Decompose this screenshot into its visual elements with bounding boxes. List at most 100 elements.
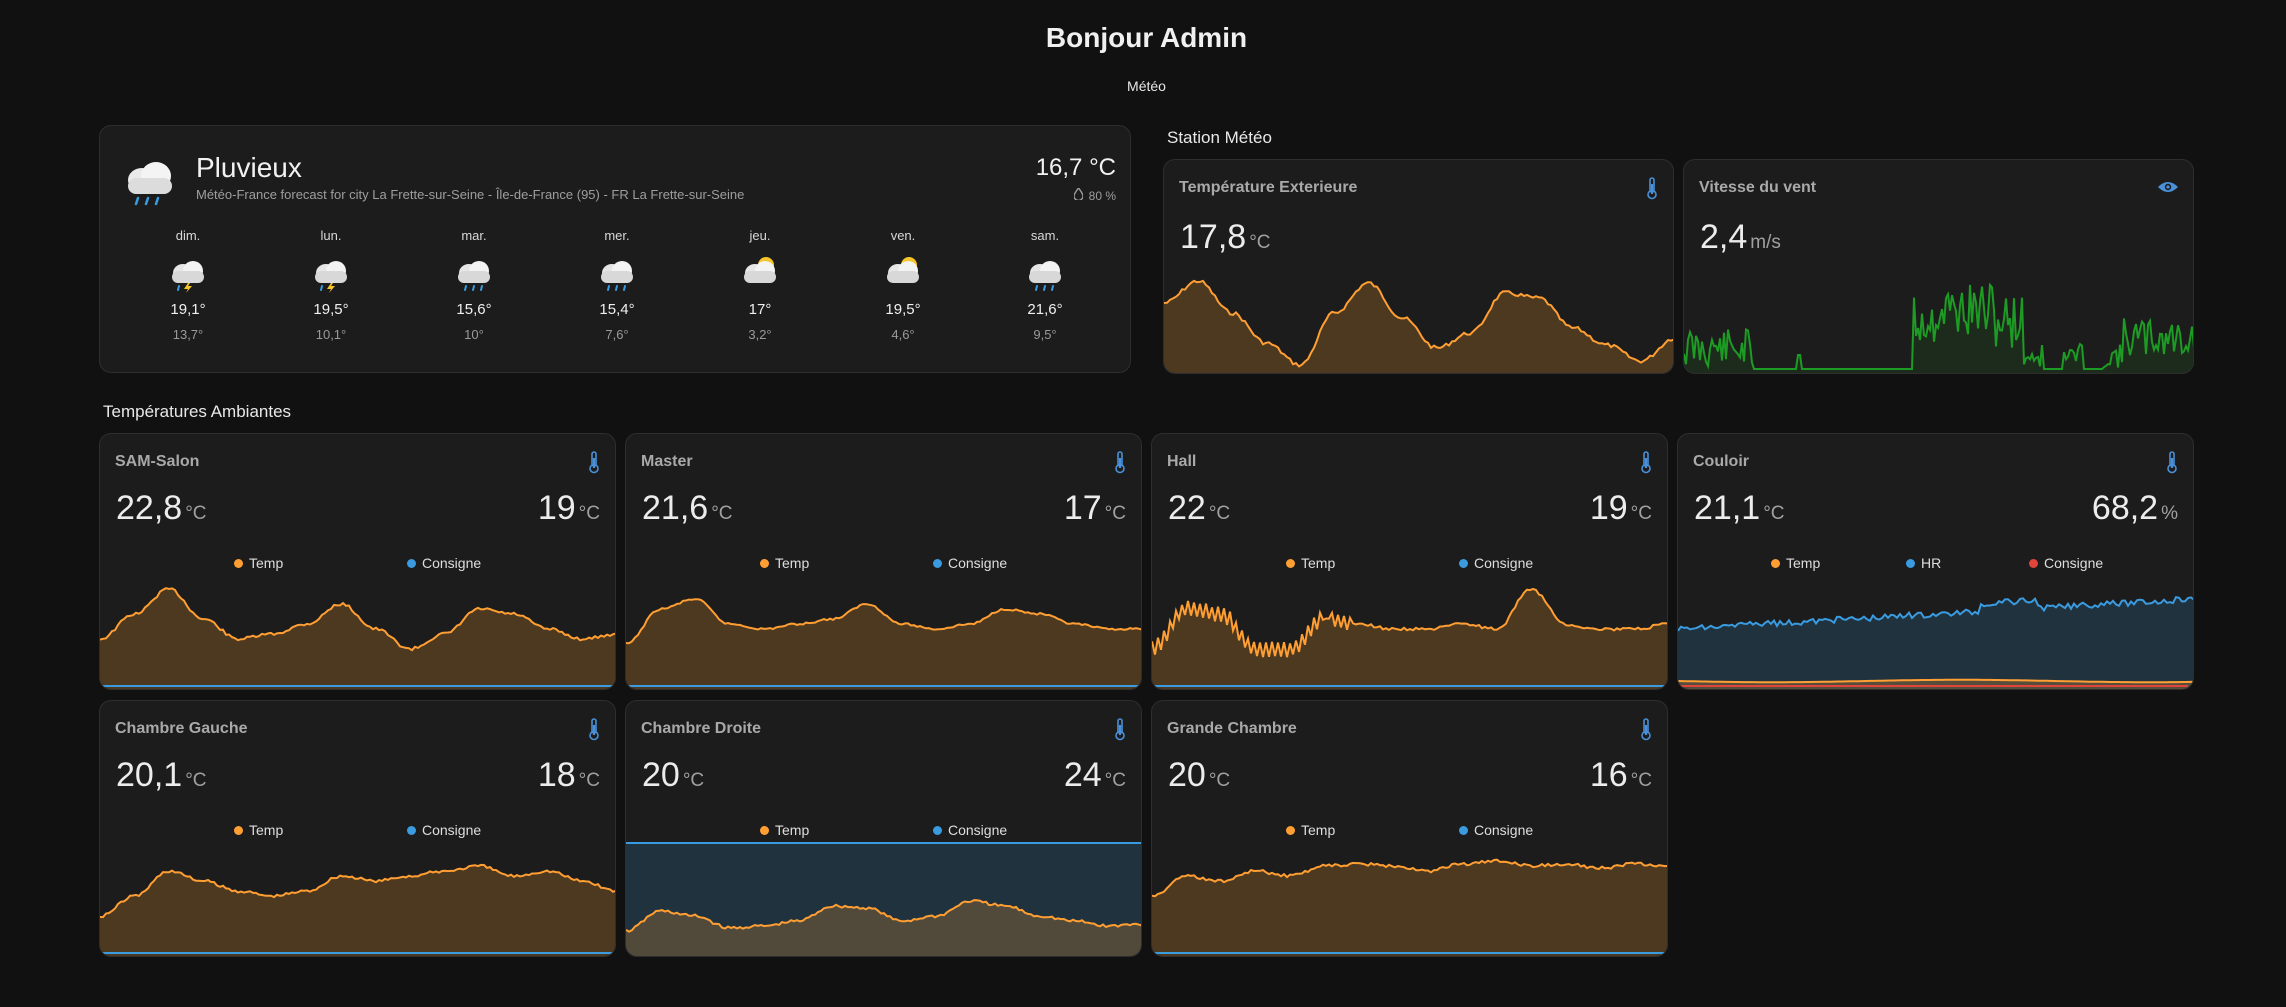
- wind-history-graph: [1684, 282, 2193, 373]
- graph-line: [1678, 678, 2193, 684]
- graph-area: [1678, 597, 2193, 689]
- forecast-high: 17°: [748, 301, 772, 318]
- room-temperature: 20 °C: [642, 756, 705, 794]
- graph-line: [100, 863, 615, 919]
- storm-cloud-icon: [291, 253, 371, 293]
- room-card-master[interactable]: Master 21,6 °C 17 °C Temp Consigne: [625, 433, 1142, 690]
- weather-temperature: 16,7 °C: [1035, 154, 1116, 181]
- eye-icon: [2157, 180, 2179, 199]
- room-card-chambre-droite[interactable]: Chambre Droite 20 °C 24 °C Temp Consigne: [625, 700, 1142, 957]
- sensor-value: 17,8 °C: [1180, 218, 1271, 256]
- room-secondary-value: 16 °C: [1589, 756, 1652, 794]
- temperature-history-graph: [1164, 279, 1673, 373]
- room-temperature: 22 °C: [1168, 489, 1231, 527]
- forecast-high: 21,6°: [1027, 301, 1063, 318]
- graph-area: [1164, 280, 1673, 373]
- forecast-day-label: mer.: [604, 228, 630, 243]
- room-name: Chambre Droite: [641, 720, 762, 737]
- forecast-high: 19,5°: [313, 301, 349, 318]
- humidity-value: 80 %: [1088, 189, 1116, 203]
- room-name: Hall: [1167, 453, 1197, 470]
- room-name: Grande Chambre: [1167, 720, 1297, 737]
- room-secondary-value: 19 °C: [1589, 489, 1652, 527]
- thermometer-icon: [587, 450, 601, 474]
- forecast-low: 9,5°: [1033, 327, 1057, 342]
- room-temperature: 22,8 °C: [116, 489, 207, 527]
- room-temperature: 21,1 °C: [1694, 489, 1785, 527]
- rain-cloud-icon: [434, 253, 514, 293]
- room-history-graph: [1678, 595, 2193, 689]
- forecast-day-label: mar.: [461, 228, 487, 243]
- sensor-name: Température Exterieure: [1179, 179, 1358, 196]
- room-secondary-value: 19 °C: [537, 489, 600, 527]
- forecast-day: sam. 21,6° 9,5°: [1005, 228, 1085, 342]
- forecast-low: 10°: [464, 327, 484, 342]
- room-card-couloir[interactable]: Couloir 21,1 °C 68,2% Temp HR Consigne: [1677, 433, 2194, 690]
- room-temperature: 20,1 °C: [116, 756, 207, 794]
- station-section-title: Station Météo: [1167, 128, 1272, 147]
- forecast-day-label: dim.: [175, 228, 201, 243]
- forecast-day: jeu. 17° 3,2°: [720, 228, 800, 342]
- graph-area: [1152, 859, 1667, 956]
- sensor-name: Vitesse du vent: [1699, 179, 1817, 196]
- page-title: Bonjour Admin: [1045, 22, 1248, 53]
- weather-forecast-card[interactable]: Pluvieux Météo-France forecast for city …: [99, 125, 1131, 373]
- forecast-high: 19,5°: [885, 301, 921, 318]
- room-card-hall[interactable]: Hall 22 °C 19 °C Temp Consigne: [1151, 433, 1668, 690]
- graph-area: [626, 900, 1141, 956]
- room-history-graph: [1152, 858, 1667, 956]
- thermometer-icon: [1113, 717, 1127, 741]
- forecast-day: lun. 19,5° 10,1°: [291, 228, 371, 342]
- room-name: SAM-Salon: [115, 453, 200, 470]
- room-secondary-value: 18 °C: [537, 756, 600, 794]
- forecast-low: 7,6°: [605, 327, 629, 342]
- graph-line: [1152, 587, 1667, 658]
- storm-cloud-icon: [148, 253, 228, 293]
- room-history-graph: [100, 587, 615, 689]
- graph-area: [1152, 588, 1667, 689]
- forecast-day-label: jeu.: [749, 228, 771, 243]
- sensor-value: 2,4 m/s: [1700, 218, 1781, 256]
- rooms-section-title: Températures Ambiantes: [103, 402, 292, 421]
- partly-sunny-icon: [720, 253, 800, 293]
- room-secondary-value: 24 °C: [1063, 756, 1126, 794]
- wind-speed-card[interactable]: Vitesse du vent 2,4 m/s: [1683, 159, 2194, 374]
- water-drop-icon: [1072, 186, 1084, 203]
- partly-sunny-icon: [863, 253, 943, 293]
- room-name: Chambre Gauche: [115, 720, 248, 737]
- room-card-sam-salon[interactable]: SAM-Salon 22,8 °C 19 °C Temp Consigne: [99, 433, 616, 690]
- forecast-low: 10,1°: [315, 327, 347, 342]
- weather-location: Météo-France forecast for city La Frette…: [196, 187, 745, 202]
- room-secondary-value: 17 °C: [1063, 489, 1126, 527]
- forecast-low: 3,2°: [748, 327, 772, 342]
- room-card-grande-chambre[interactable]: Grande Chambre 20 °C 16 °C Temp Consigne: [1151, 700, 1668, 957]
- graph-line: [626, 899, 1141, 933]
- graph-line: [1678, 595, 2193, 632]
- room-history-graph: [100, 863, 615, 956]
- rain-cloud-icon: [577, 253, 657, 293]
- outside-temperature-card[interactable]: Température Exterieure 17,8 °C: [1163, 159, 1674, 374]
- view-tab-meteo[interactable]: Météo: [1127, 78, 1166, 94]
- forecast-high: 15,6°: [456, 301, 492, 318]
- forecast-low: 13,7°: [172, 327, 204, 342]
- graph-line: [1152, 858, 1667, 898]
- graph-area: [100, 864, 615, 956]
- forecast-day-label: lun.: [320, 228, 342, 243]
- weather-humidity: 80 %: [1072, 186, 1116, 203]
- forecast-day-label: ven.: [890, 228, 916, 243]
- forecast-day: mer. 15,4° 7,6°: [577, 228, 657, 342]
- forecast-low: 4,6°: [891, 327, 915, 342]
- graph-line: [1684, 282, 2193, 370]
- forecast-day-label: sam.: [1030, 228, 1060, 243]
- graph-line: [100, 587, 615, 652]
- thermometer-icon: [587, 717, 601, 741]
- graph-line: [1164, 279, 1673, 368]
- forecast-day: dim. 19,1° 13,7°: [148, 228, 228, 342]
- thermometer-icon: [1113, 450, 1127, 474]
- room-card-chambre-gauche[interactable]: Chambre Gauche 20,1 °C 18 °C Temp Consigne: [99, 700, 616, 957]
- thermometer-icon: [1639, 450, 1653, 474]
- room-temperature: 21,6 °C: [642, 489, 733, 527]
- forecast-day: mar. 15,6° 10°: [434, 228, 514, 342]
- graph-line: [626, 598, 1141, 645]
- room-history-graph: [1152, 587, 1667, 689]
